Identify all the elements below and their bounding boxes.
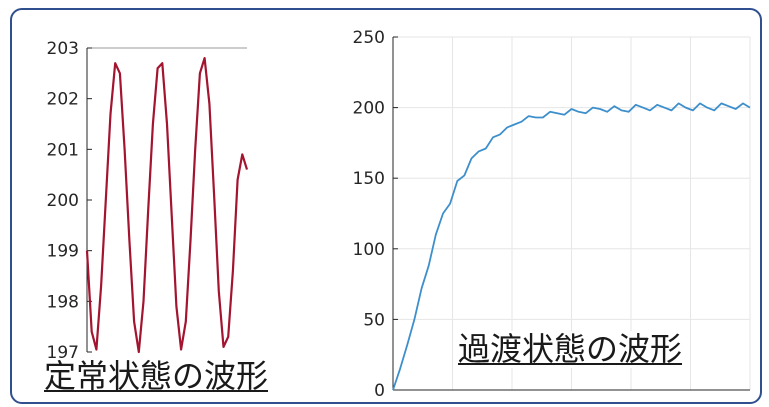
y-tick-label: 201: [47, 140, 79, 160]
series-line: [392, 102, 751, 391]
figure-frame: [10, 8, 762, 404]
y-tick-label: 203: [47, 39, 79, 59]
y-tick-label: 250: [353, 28, 385, 48]
y-tick-label: 50: [363, 310, 385, 330]
transient-state-caption: 過渡状態の波形: [458, 330, 683, 368]
y-tick-label: 198: [47, 292, 79, 312]
series-line: [85, 57, 249, 354]
y-tick-label: 100: [353, 240, 385, 260]
y-tick-label: 199: [47, 242, 79, 262]
transient-state-chart: 0 50 100 150 200 250: [353, 28, 751, 401]
y-tick-label: 200: [47, 191, 79, 211]
y-tick-label: 200: [353, 99, 385, 119]
steady-state-caption: 定常状態の波形: [44, 357, 269, 395]
y-tick-label: 202: [47, 90, 79, 110]
y-tick-label: 150: [353, 169, 385, 189]
y-tick-label: 0: [374, 381, 385, 401]
